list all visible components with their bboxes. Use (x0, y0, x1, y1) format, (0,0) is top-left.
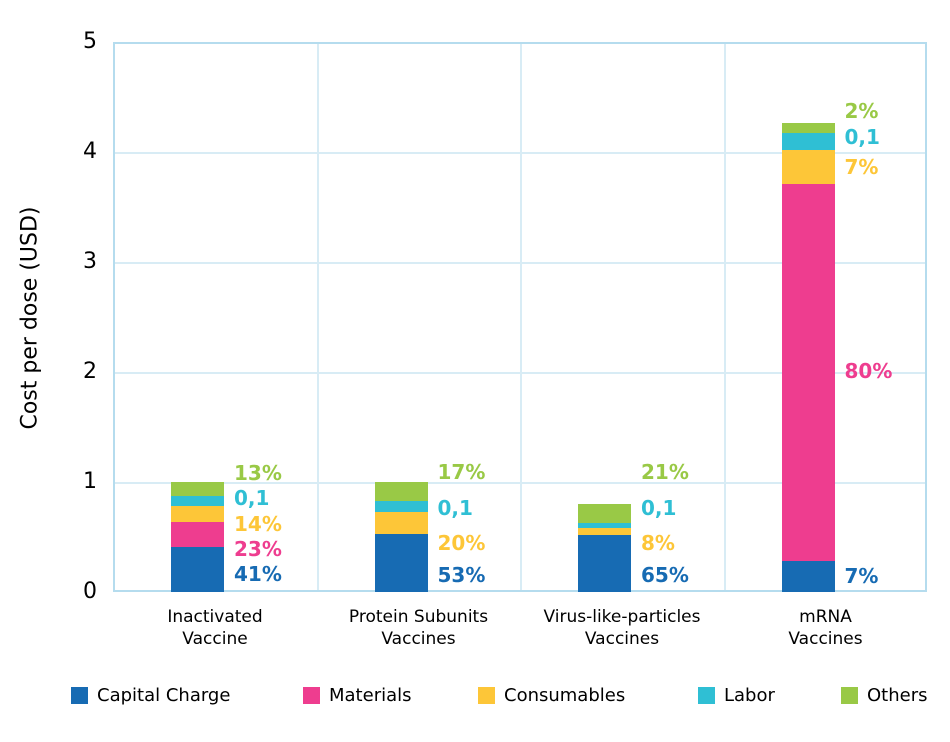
y-tick-label: 4 (83, 139, 97, 164)
y-tick-label: 3 (83, 249, 97, 274)
segment-label-labor: 0,1 (641, 495, 677, 520)
segment-label-others: 2% (844, 99, 879, 124)
bar-segment-capital_charge (171, 546, 224, 592)
segment-label-labor: 0,1 (234, 485, 270, 510)
segment-label-consumables: 14% (234, 511, 282, 536)
bar-segment-consumables (578, 528, 631, 535)
y-axis-title: Cost per dose (USD) (17, 206, 43, 430)
bar-segment-capital_charge (781, 561, 835, 592)
x-axis-label: mRNA Vaccines (788, 607, 863, 649)
legend-label: Capital Charge (97, 685, 231, 706)
segment-label-consumables: 7% (844, 155, 879, 180)
y-tick-label: 1 (83, 469, 97, 494)
bar-segment-consumables (171, 506, 224, 522)
segment-label-capital_charge: 65% (641, 562, 689, 587)
bar-segment-capital_charge (374, 533, 428, 592)
legend-label: Consumables (504, 685, 626, 706)
x-axis-label: Virus-like-particles Vaccines (543, 607, 701, 649)
y-tick-label: 0 (83, 579, 97, 604)
bar-segment-consumables (374, 511, 428, 534)
bar-segment-labor (374, 500, 428, 512)
segment-label-consumables: 8% (641, 531, 675, 556)
bar-segment-materials (781, 183, 835, 562)
segment-label-materials: 23% (234, 537, 282, 562)
legend-label: Materials (329, 685, 412, 706)
bar-segment-others (781, 123, 835, 134)
y-tick-label: 5 (83, 29, 97, 54)
gridline-vertical (723, 44, 726, 590)
segment-label-others: 21% (641, 460, 689, 485)
segment-label-capital_charge: 7% (844, 564, 879, 589)
legend-swatch-materials (303, 687, 320, 704)
x-axis-label: Protein Subunits Vaccines (348, 607, 489, 649)
legend-label: Others (867, 685, 928, 706)
legend-label: Labor (724, 685, 775, 706)
legend-swatch-capital_charge (71, 687, 88, 704)
segment-label-labor: 0,1 (437, 495, 473, 520)
bar-segment-others (578, 504, 631, 523)
bar-segment-capital_charge (578, 534, 631, 592)
legend-swatch-labor (698, 687, 715, 704)
gridline-vertical (316, 44, 319, 590)
y-tick-label: 2 (83, 359, 97, 384)
bar-segment-consumables (781, 149, 835, 184)
bar-segment-labor (578, 522, 631, 529)
segment-label-labor: 0,1 (844, 124, 880, 149)
segment-label-capital_charge: 53% (437, 562, 486, 587)
segment-label-others: 13% (234, 460, 282, 485)
segment-label-capital_charge: 41% (234, 562, 282, 587)
bar-segment-labor (171, 496, 224, 507)
bar-segment-labor (781, 133, 835, 150)
segment-label-others: 17% (437, 460, 486, 485)
bar-segment-others (374, 482, 428, 501)
plot-area: 41% 23% 14% 0,1 13% 53% 20% 0,1 17% 65% 8% 0,1 21% 7%… (113, 42, 927, 592)
x-axis-label: Inactivated Vaccine (167, 607, 263, 649)
legend-swatch-others (841, 687, 858, 704)
gridline-vertical (520, 44, 522, 590)
bar-segment-others (171, 482, 224, 497)
legend-swatch-consumables (478, 687, 495, 704)
bar-segment-materials (171, 521, 224, 547)
segment-label-materials: 80% (844, 358, 893, 383)
segment-label-consumables: 20% (437, 531, 486, 556)
